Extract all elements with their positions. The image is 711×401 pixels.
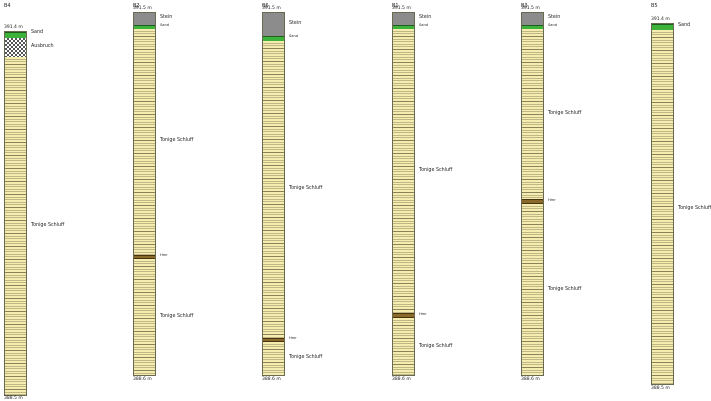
layer-tonige-schluff	[652, 30, 673, 384]
layer-hmr	[522, 199, 543, 204]
layer-tonige-schluff	[522, 29, 543, 199]
borehole-name-b6: B6	[262, 3, 269, 9]
borehole-name-b3: B3	[521, 3, 528, 9]
borehole-column-b4	[4, 31, 27, 396]
borehole-name-b4: B4	[4, 3, 11, 9]
layer-label: Tonige Schluff	[289, 186, 323, 191]
layer-tonige-schluff	[5, 57, 26, 395]
layer-tonige-schluff	[393, 318, 414, 375]
layer-label: Tonige Schluff	[548, 111, 582, 116]
layer-sand	[134, 25, 155, 29]
layer-label: Tonige Schluff	[548, 287, 582, 292]
bottom-elevation-b5: 388.5 m	[651, 386, 670, 391]
layer-stein	[393, 13, 414, 25]
bottom-elevation-b2: 388.6 m	[133, 377, 152, 382]
layer-ausbruch	[5, 38, 26, 57]
layer-tonige-schluff	[263, 41, 284, 338]
layer-hmr	[134, 255, 155, 259]
borehole-column-b3	[521, 12, 544, 376]
layer-stein	[134, 13, 155, 25]
layer-label: Hmr	[548, 198, 556, 202]
layer-label: Tonige Schluff	[160, 314, 194, 319]
layer-label: Tonige Schluff	[31, 223, 65, 228]
layer-label: Tonige Schluff	[160, 138, 194, 143]
layer-label: Stein	[160, 15, 173, 20]
borehole-name-b5: B5	[651, 3, 658, 9]
layer-label: Stein	[419, 15, 432, 20]
layer-sand	[5, 32, 26, 38]
bottom-elevation-b4: 388.5 m	[4, 396, 23, 401]
top-elevation-b3: 391.5 m	[521, 6, 540, 11]
top-elevation-b5: 391.4 m	[651, 17, 670, 22]
borehole-column-b5	[651, 23, 674, 385]
borehole-column-b2	[133, 12, 156, 376]
top-elevation-b6: 391.5 m	[262, 6, 281, 11]
layer-label: Sand	[678, 23, 691, 28]
layer-label: Tonige Schluff	[678, 206, 711, 211]
layer-sand	[393, 25, 414, 29]
layer-tonige-schluff	[134, 29, 155, 255]
layer-label: Stein	[548, 15, 561, 20]
borehole-name-b2: B2	[133, 3, 140, 9]
top-elevation-b1: 391.5 m	[392, 6, 411, 11]
bottom-elevation-b1: 388.6 m	[392, 377, 411, 382]
layer-label: Sand	[160, 23, 170, 27]
layer-tonige-schluff	[393, 29, 414, 313]
layer-hmr	[393, 313, 414, 318]
bottom-elevation-b3: 388.6 m	[521, 377, 540, 382]
layer-label: Hmr	[419, 312, 427, 316]
borehole-column-b6	[262, 12, 285, 376]
layer-sand	[263, 36, 284, 41]
layer-sand	[522, 25, 543, 29]
top-elevation-b4: 391.4 m	[4, 25, 23, 30]
layer-label: Tonige Schluff	[419, 344, 453, 349]
layer-hmr	[263, 338, 284, 342]
layer-tonige-schluff	[263, 342, 284, 375]
layer-label: Sand	[419, 23, 429, 27]
layer-stein	[522, 13, 543, 25]
layer-label: Tonige Schluff	[289, 355, 323, 360]
layer-label: Sand	[31, 30, 44, 35]
layer-tonige-schluff	[134, 259, 155, 375]
layer-label: Hmr	[160, 253, 168, 257]
layer-label: Sand	[289, 34, 299, 38]
layer-label: Sand	[548, 23, 558, 27]
layer-stein	[263, 13, 284, 36]
layer-label: Ausbruch	[31, 44, 54, 49]
bottom-elevation-b6: 388.6 m	[262, 377, 281, 382]
borehole-column-b1	[392, 12, 415, 376]
borehole-name-b1: B1	[392, 3, 399, 9]
top-elevation-b2: 391.5 m	[133, 6, 152, 11]
layer-label: Tonige Schluff	[419, 168, 453, 173]
layer-tonige-schluff	[522, 204, 543, 375]
layer-label: Hmr	[289, 336, 297, 340]
layer-label: Stein	[289, 21, 302, 26]
layer-sand	[652, 24, 673, 30]
